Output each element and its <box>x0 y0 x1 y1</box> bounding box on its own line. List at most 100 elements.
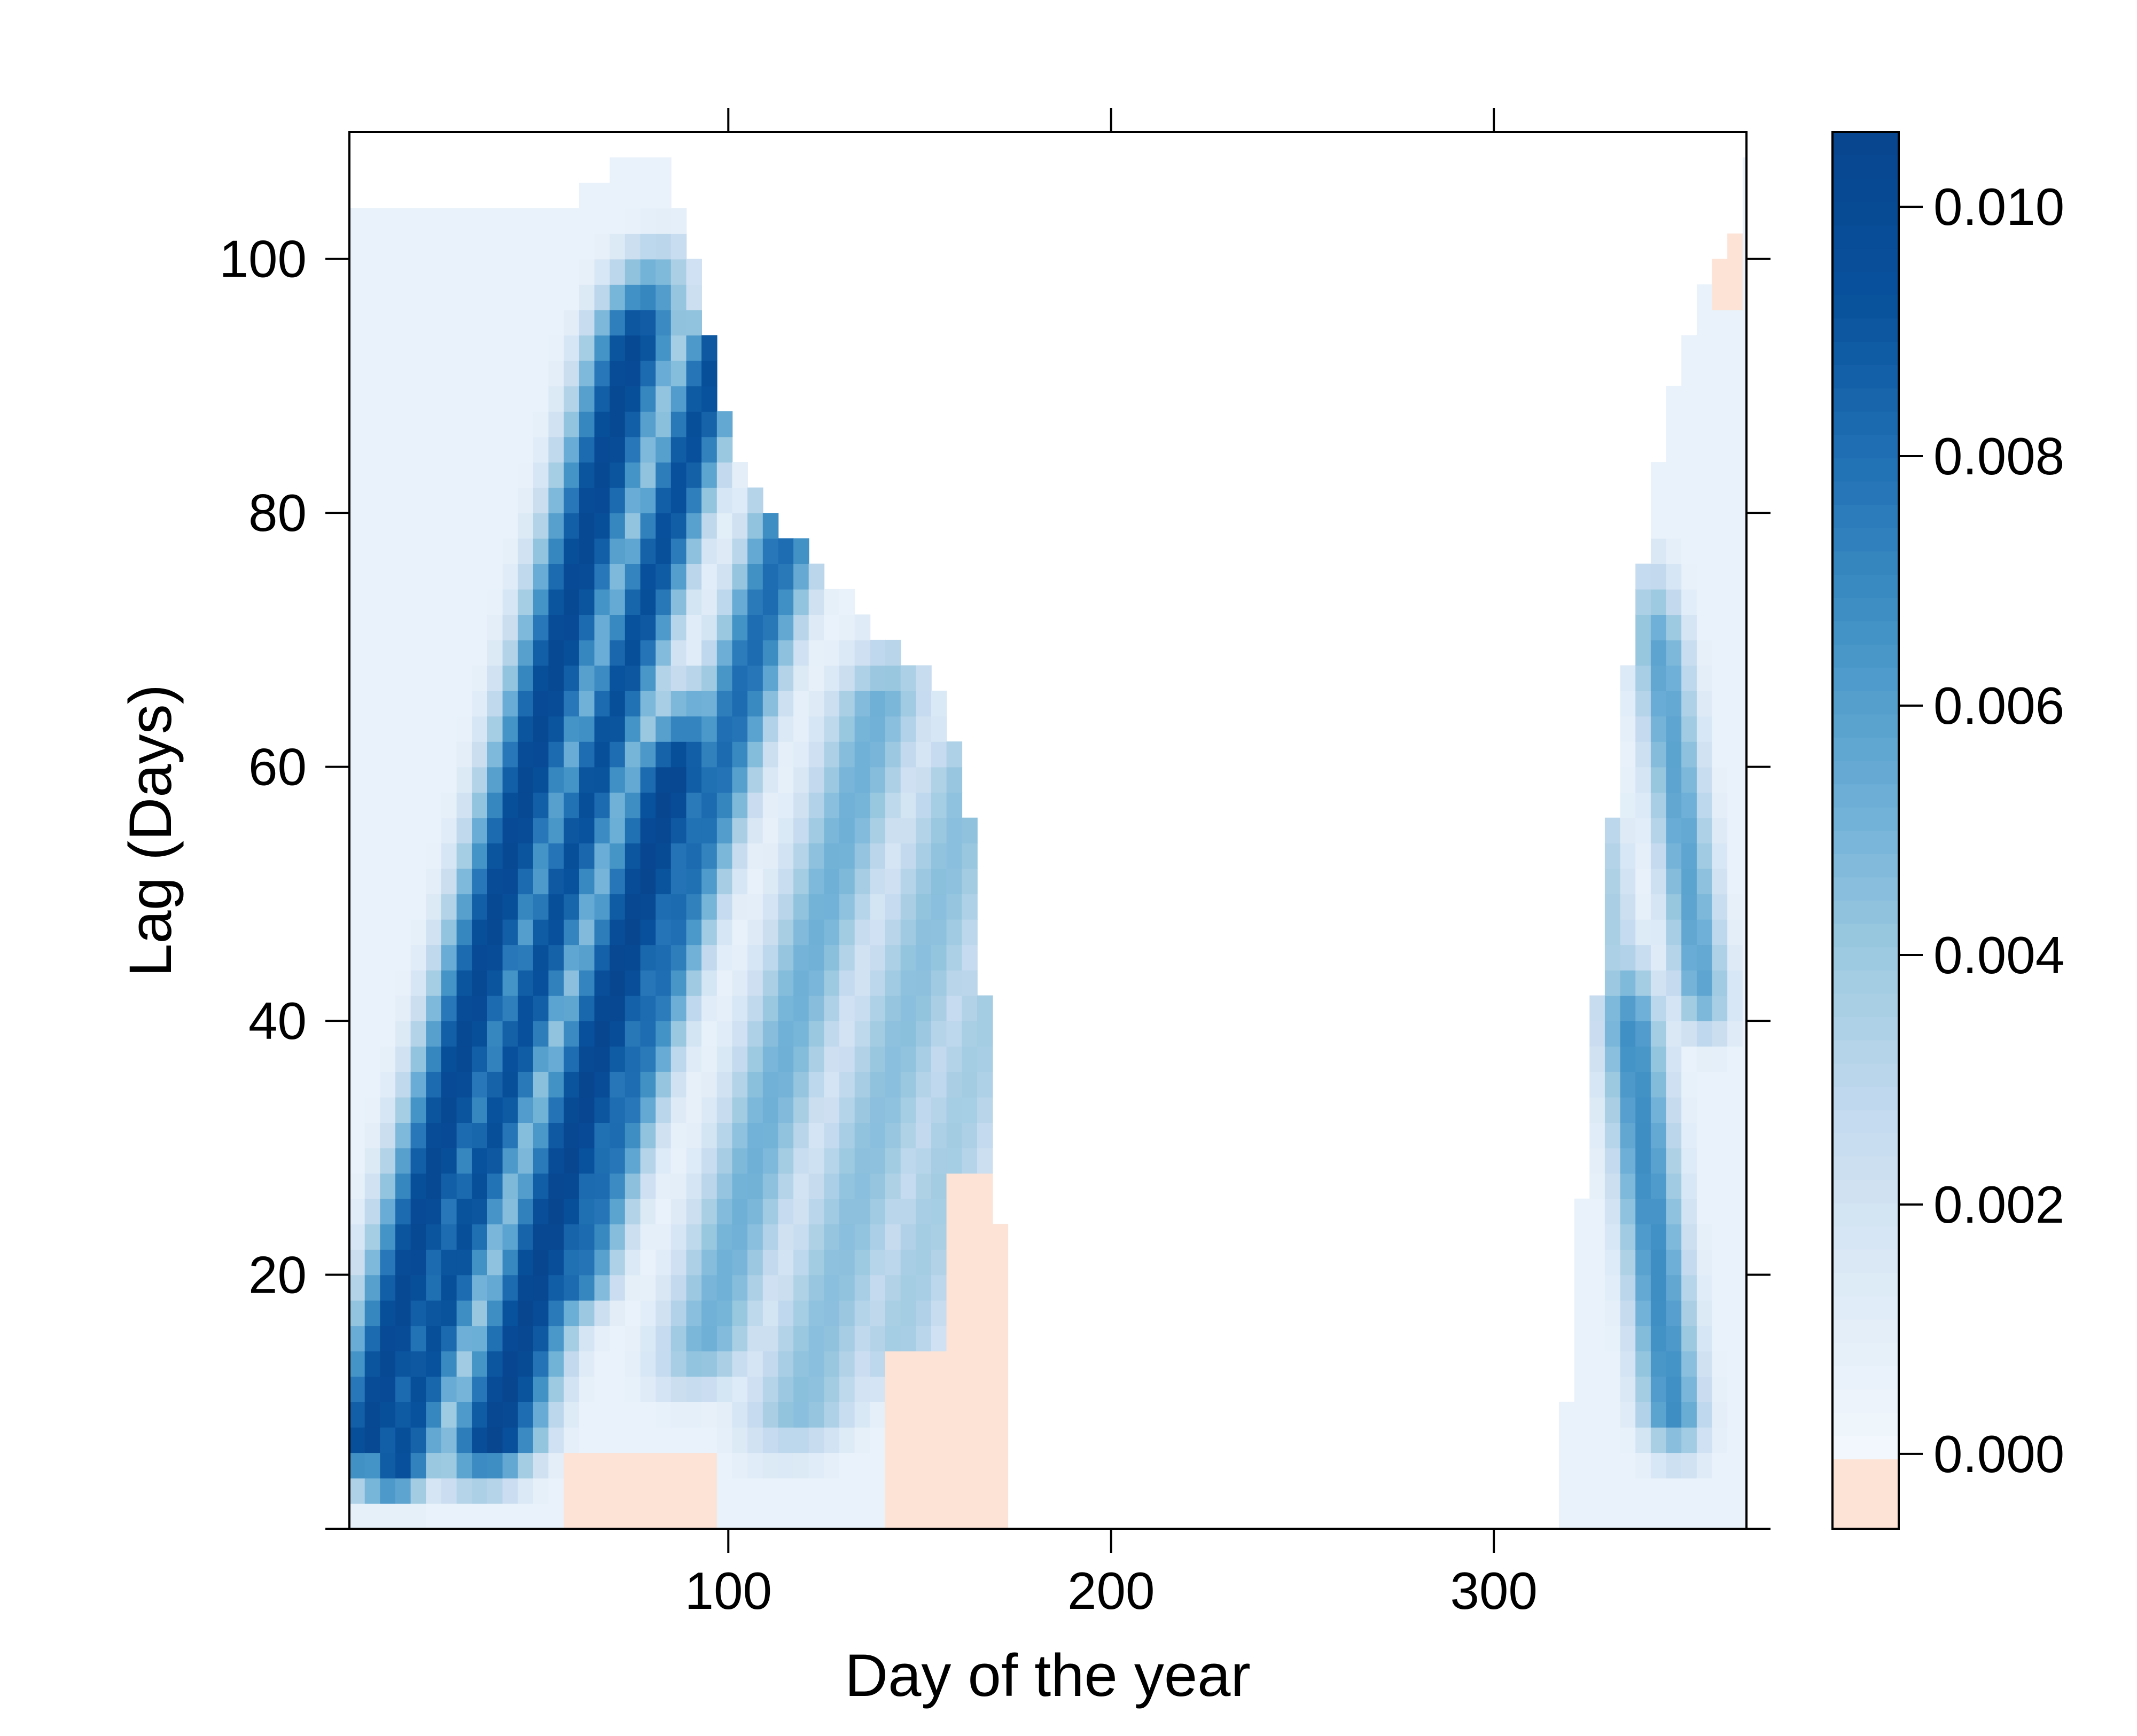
heatmap-cell <box>518 1224 534 1250</box>
heatmap-cell <box>1635 1325 1651 1351</box>
heatmap-cell <box>916 1300 932 1326</box>
heatmap-cell <box>1681 1072 1697 1098</box>
heatmap-cell <box>839 1046 855 1072</box>
heatmap-cell <box>610 1452 626 1479</box>
heatmap-cell <box>533 995 549 1021</box>
heatmap-cell <box>441 436 457 463</box>
y-tick-label: 60 <box>248 738 307 796</box>
heatmap-cell <box>364 843 381 869</box>
heatmap-cell <box>1666 944 1682 971</box>
heatmap-cell <box>610 919 626 945</box>
heatmap-cell <box>1620 919 1636 945</box>
heatmap-cell <box>670 1122 687 1148</box>
heatmap-cell <box>441 386 457 412</box>
heatmap-cell <box>1589 1122 1605 1148</box>
heatmap-cell <box>548 284 564 310</box>
heatmap-cell <box>410 589 427 615</box>
colorbar-segment <box>1832 271 1899 295</box>
heatmap-cell <box>533 970 549 996</box>
heatmap-cell <box>1742 665 1746 691</box>
heatmap-cell <box>349 919 365 945</box>
heatmap-cell <box>716 716 733 742</box>
heatmap-cell <box>885 1402 901 1428</box>
heatmap-cell <box>1681 919 1697 945</box>
heatmap-cell <box>793 1351 809 1377</box>
heatmap-cell <box>900 1503 917 1529</box>
heatmap-cell <box>1742 436 1746 463</box>
heatmap-cell <box>854 665 871 691</box>
heatmap-cell <box>502 1122 519 1148</box>
heatmap-cell <box>380 691 396 717</box>
heatmap-cell <box>625 843 641 869</box>
heatmap-cell <box>410 233 427 260</box>
heatmap-cell <box>1727 1147 1743 1174</box>
heatmap-cell <box>456 233 473 260</box>
heatmap-cell <box>716 767 733 793</box>
heatmap-cell <box>548 1147 564 1174</box>
heatmap-cell <box>426 1147 442 1174</box>
heatmap-cell <box>870 639 886 666</box>
heatmap-cell <box>747 1021 763 1047</box>
heatmap-cell <box>518 589 534 615</box>
heatmap-cell <box>594 386 610 412</box>
heatmap-cell <box>992 1325 1009 1351</box>
heatmap-cell <box>472 1097 488 1123</box>
heatmap-cell <box>701 1147 717 1174</box>
heatmap-cell <box>931 1173 947 1199</box>
heatmap-cell <box>1650 970 1667 996</box>
colorbar-segment <box>1832 1459 1899 1483</box>
heatmap-cell <box>824 1097 840 1123</box>
heatmap-cell <box>502 259 519 285</box>
colorbar-segment <box>1832 527 1899 552</box>
heatmap-cell <box>839 1452 855 1479</box>
heatmap-cell <box>1650 1021 1667 1047</box>
heatmap-cell <box>472 259 488 285</box>
heatmap-cell <box>1620 970 1636 996</box>
heatmap-cell <box>1742 995 1746 1021</box>
heatmap-cell <box>793 792 809 818</box>
heatmap-cell <box>931 1477 947 1504</box>
heatmap-cell <box>701 1046 717 1072</box>
heatmap-cell <box>916 868 932 895</box>
heatmap-cell <box>808 1351 825 1377</box>
heatmap-cell <box>426 894 442 920</box>
heatmap-cell <box>441 487 457 513</box>
heatmap-cell <box>502 538 519 564</box>
heatmap-cell <box>732 691 748 717</box>
heatmap-cell <box>839 817 855 843</box>
heatmap-cell <box>533 1072 549 1098</box>
heatmap-cell <box>472 716 488 742</box>
heatmap-cell <box>364 944 381 971</box>
heatmap-cell <box>1712 1097 1728 1123</box>
heatmap-cell <box>380 1376 396 1402</box>
heatmap-cell <box>793 894 809 920</box>
heatmap-cell <box>732 1249 748 1276</box>
heatmap-cell <box>686 513 702 539</box>
heatmap-cell <box>992 1300 1009 1326</box>
heatmap-cell <box>502 1173 519 1199</box>
heatmap-cell <box>1635 995 1651 1021</box>
heatmap-cell <box>594 335 610 361</box>
heatmap-cell <box>564 335 580 361</box>
heatmap-cell <box>762 1224 779 1250</box>
heatmap-cell <box>916 792 932 818</box>
heatmap-cell <box>518 1072 534 1098</box>
heatmap-cell <box>610 1249 626 1276</box>
heatmap-cell <box>410 1477 427 1504</box>
heatmap-cell <box>564 436 580 463</box>
heatmap-cell <box>992 1503 1009 1529</box>
heatmap-cell <box>1635 868 1651 895</box>
heatmap-cell <box>885 1427 901 1453</box>
heatmap-cell <box>808 741 825 768</box>
heatmap-cell <box>793 1173 809 1199</box>
heatmap-cell <box>686 386 702 412</box>
heatmap-cell <box>533 767 549 793</box>
heatmap-cell <box>916 1274 932 1301</box>
heatmap-cell <box>931 1351 947 1377</box>
heatmap-cell <box>808 1122 825 1148</box>
heatmap-cell <box>533 1249 549 1276</box>
heatmap-cell <box>1696 1503 1713 1529</box>
heatmap-cell <box>1681 564 1697 590</box>
heatmap-cell <box>518 538 534 564</box>
heatmap-cell <box>1696 970 1713 996</box>
